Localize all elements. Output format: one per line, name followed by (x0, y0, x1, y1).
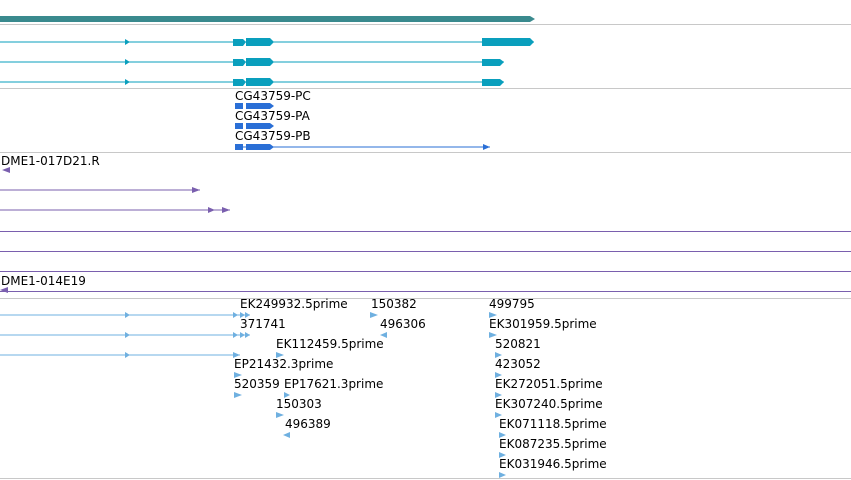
est-label[interactable]: EK112459.5prime (276, 337, 384, 351)
est-feature[interactable] (283, 432, 290, 438)
clone-label[interactable]: DME1-014E19 (1, 274, 86, 288)
est-label[interactable]: EK272051.5prime (495, 377, 603, 391)
clone-feature[interactable] (0, 207, 230, 213)
est-label[interactable]: EK307240.5prime (495, 397, 603, 411)
clone-label[interactable]: DME1-017D21.R (1, 154, 100, 168)
est-feature[interactable] (499, 432, 506, 438)
clone-feature[interactable] (0, 187, 200, 193)
est-label[interactable]: EK087235.5prime (499, 437, 607, 451)
cds-label[interactable]: CG43759-PC (235, 89, 311, 103)
track-separator (0, 478, 851, 479)
clone-span-line[interactable] (0, 251, 851, 252)
est-label[interactable]: EP21432.3prime (234, 357, 334, 371)
est-label[interactable]: 499795 (489, 297, 535, 311)
est-feature[interactable] (495, 392, 502, 398)
est-label[interactable]: EK031946.5prime (499, 457, 607, 471)
clone-span-line[interactable] (0, 231, 851, 232)
track-separator (0, 152, 851, 153)
clone-span-line[interactable] (0, 271, 851, 272)
est-feature[interactable] (0, 332, 250, 338)
track-separator (0, 298, 851, 299)
clone-feature[interactable] (0, 287, 8, 293)
est-label[interactable]: EK301959.5prime (489, 317, 597, 331)
est-label[interactable]: 150382 (371, 297, 417, 311)
est-label[interactable]: 150303 (276, 397, 322, 411)
est-feature[interactable] (495, 352, 502, 358)
est-label[interactable]: 496389 (285, 417, 331, 431)
est-feature[interactable] (276, 352, 284, 358)
cds-feature[interactable] (235, 103, 274, 109)
est-feature[interactable] (499, 452, 506, 458)
est-feature[interactable] (234, 392, 242, 398)
clone-feature[interactable] (2, 167, 10, 173)
est-feature[interactable] (499, 472, 506, 478)
track-separator (0, 24, 851, 25)
est-label[interactable]: 496306 (380, 317, 426, 331)
est-feature[interactable] (495, 372, 502, 378)
transcript-feature[interactable] (0, 78, 504, 86)
est-feature[interactable] (380, 332, 387, 338)
est-feature[interactable] (0, 352, 240, 358)
est-label[interactable]: 423052 (495, 357, 541, 371)
cds-feature[interactable] (235, 123, 274, 129)
est-feature[interactable] (489, 332, 497, 338)
gene-feature[interactable] (0, 16, 535, 22)
est-label[interactable]: EK071118.5prime (499, 417, 607, 431)
est-label[interactable]: 371741 (240, 317, 286, 331)
est-feature[interactable] (0, 312, 250, 318)
transcript-feature[interactable] (0, 38, 534, 46)
cds-label[interactable]: CG43759-PB (235, 129, 311, 143)
track-separator (0, 88, 851, 89)
est-feature[interactable] (495, 412, 502, 418)
est-label[interactable]: 520821 (495, 337, 541, 351)
est-label[interactable]: EP17621.3prime (284, 377, 384, 391)
clone-span-line[interactable] (0, 291, 851, 292)
est-feature[interactable] (276, 412, 284, 418)
cds-label[interactable]: CG43759-PA (235, 109, 310, 123)
cds-feature[interactable] (235, 144, 490, 150)
est-label[interactable]: 520359 (234, 377, 280, 391)
est-feature[interactable] (234, 372, 242, 378)
est-feature[interactable] (284, 392, 290, 398)
transcript-feature[interactable] (0, 58, 504, 66)
est-feature[interactable] (489, 312, 497, 318)
est-feature[interactable] (370, 312, 378, 318)
est-label[interactable]: EK249932.5prime (240, 297, 348, 311)
